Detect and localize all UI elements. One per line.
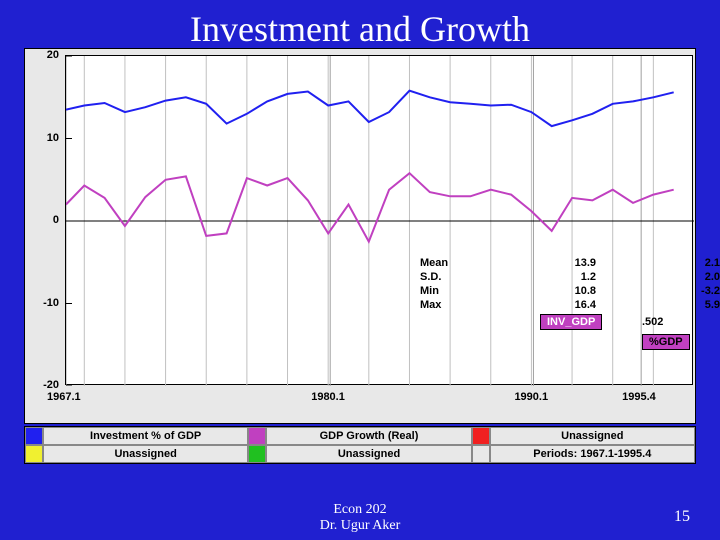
y-tick-label: 0 [53, 214, 59, 226]
legend-swatch-4 [25, 445, 43, 463]
stats-col1: 13.9 1.2 10.8 16.4 [556, 256, 596, 312]
legend-swatch-5 [248, 445, 266, 463]
legend-swatch-3 [472, 427, 490, 445]
page-number: 15 [674, 508, 690, 526]
legend-label-4: Unassigned [43, 445, 248, 463]
legend-swatch-6 [472, 445, 490, 463]
stats-header-2: %GDP [642, 334, 690, 350]
legend-label-3: Unassigned [490, 427, 695, 445]
chart-panel: Mean S.D. Min Max 13.9 1.2 10.8 16.4 2.1… [24, 48, 696, 424]
footer: Econ 202 Dr. Ugur Aker [0, 502, 720, 534]
slide-title: Investment and Growth [0, 0, 720, 50]
y-tick-label: -20 [43, 379, 59, 391]
legend-label-1: Investment % of GDP [43, 427, 248, 445]
legend-label-2: GDP Growth (Real) [266, 427, 471, 445]
correlation-value: .502 [642, 316, 663, 328]
legend-label-6: Periods: 1967.1-1995.4 [490, 445, 695, 463]
x-tick-label: 1967.1 [47, 391, 81, 403]
x-tick-label: 1995.4 [622, 391, 656, 403]
stats-labels: Mean S.D. Min Max [420, 256, 448, 312]
plot-area: Mean S.D. Min Max 13.9 1.2 10.8 16.4 2.1… [65, 55, 693, 385]
y-tick-label: -10 [43, 297, 59, 309]
legend-swatch-2 [248, 427, 266, 445]
x-tick-label: 1990.1 [514, 391, 548, 403]
stats-header-1: INV_GDP [540, 314, 602, 330]
y-tick-label: 10 [47, 132, 59, 144]
stats-col2: 2.1 2.0 -3.2 5.9 [680, 256, 720, 312]
line-chart-svg [66, 56, 694, 386]
legend-swatch-1 [25, 427, 43, 445]
y-tick-label: 20 [47, 49, 59, 61]
x-tick-label: 1980.1 [311, 391, 345, 403]
legend-label-5: Unassigned [266, 445, 471, 463]
legend-table: Investment % of GDP GDP Growth (Real) Un… [24, 426, 696, 464]
